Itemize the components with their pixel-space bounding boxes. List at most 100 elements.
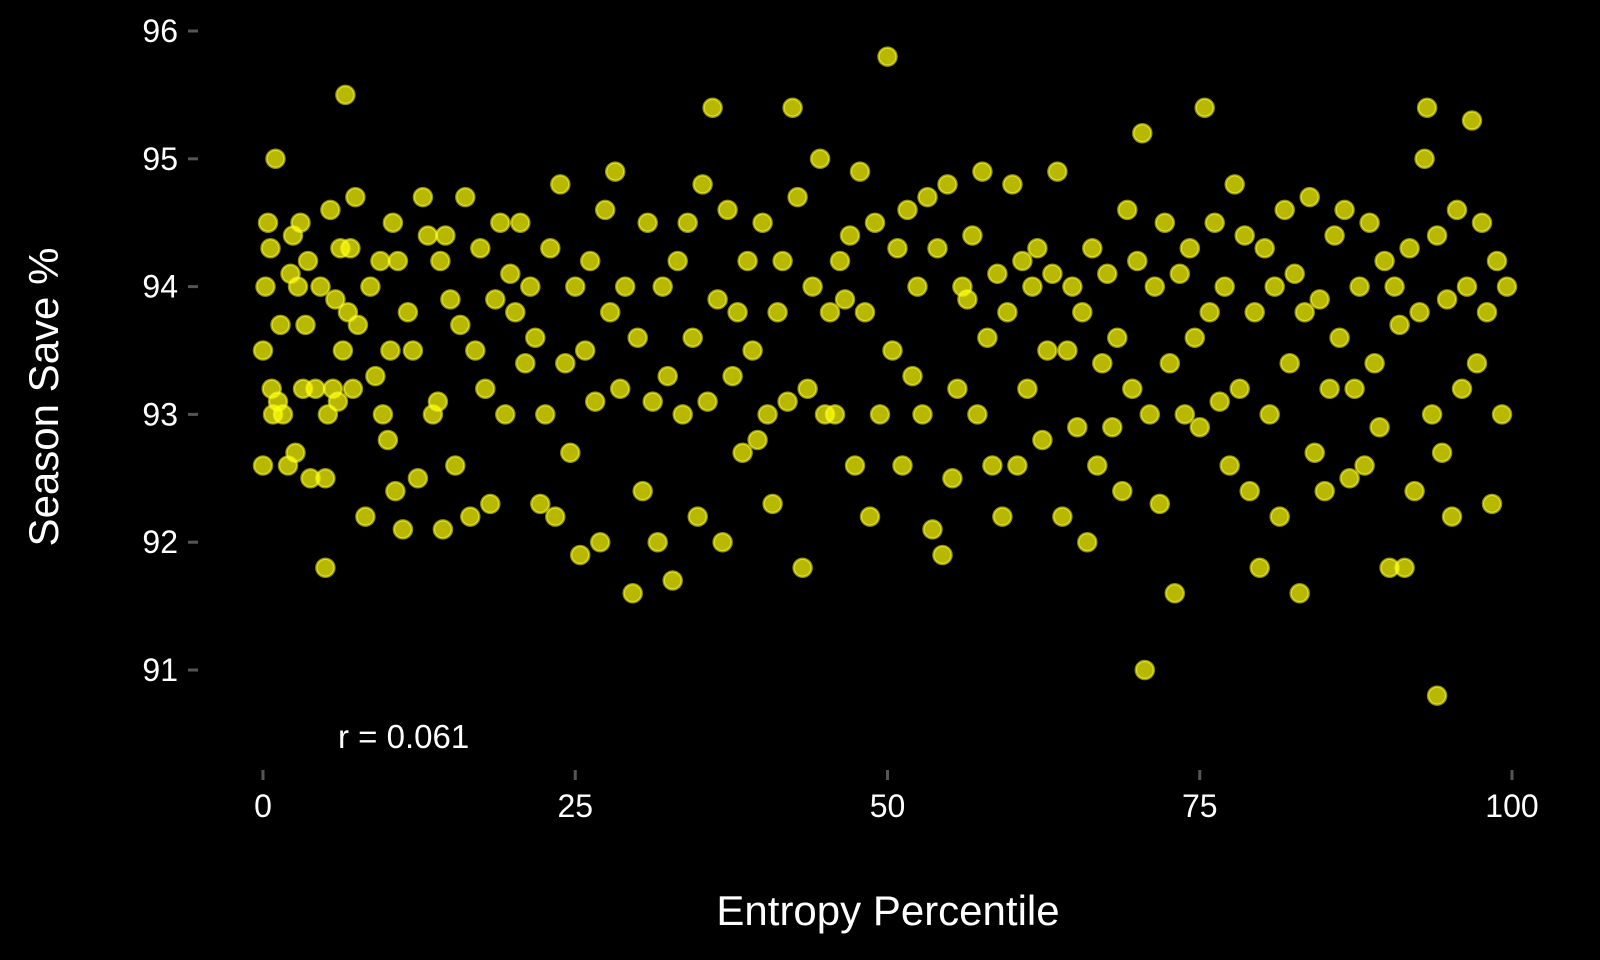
data-point (470, 238, 491, 259)
data-point (864, 212, 886, 233)
data-point (692, 174, 713, 195)
data-point (1047, 161, 1068, 182)
data-point (382, 212, 404, 233)
data-point (589, 531, 611, 553)
data-point (440, 289, 461, 310)
data-point (1414, 148, 1435, 170)
data-point (887, 238, 908, 259)
data-point (1194, 97, 1215, 118)
data-point (1174, 404, 1196, 425)
data-point (335, 84, 356, 106)
data-point (1329, 327, 1350, 348)
data-point (1107, 327, 1128, 348)
data-point (1369, 416, 1390, 438)
data-point (432, 519, 454, 540)
data-point (1209, 391, 1230, 412)
data-point (962, 225, 983, 246)
data-point (1456, 276, 1478, 297)
data-point (902, 365, 923, 387)
data-point (505, 301, 526, 323)
x-tick-label: 50 (870, 788, 906, 824)
data-point (1092, 353, 1113, 374)
data-point (829, 250, 851, 272)
data-point (1219, 455, 1240, 476)
data-point (657, 365, 678, 387)
data-point (1239, 480, 1260, 502)
data-point (927, 238, 948, 259)
data-point (687, 506, 708, 527)
data-point (1224, 174, 1245, 195)
data-point (465, 340, 486, 361)
data-point (1002, 174, 1023, 195)
data-point (1309, 289, 1330, 310)
data-point (1249, 557, 1270, 579)
data-point (647, 531, 668, 553)
data-point (1344, 378, 1365, 400)
correlation-annotation: r = 0.061 (338, 718, 469, 755)
y-tick-label: 96 (142, 13, 178, 49)
data-point (1102, 416, 1123, 438)
data-point (315, 468, 336, 489)
data-point (1359, 212, 1380, 233)
data-point (574, 340, 596, 361)
data-point (1491, 404, 1513, 425)
data-point (569, 544, 591, 566)
data-point (485, 289, 506, 310)
data-point (252, 455, 274, 476)
data-point (1027, 238, 1048, 259)
y-axis: 91 92 93 94 95 96 (142, 13, 198, 688)
data-point (997, 301, 1018, 323)
data-point (285, 442, 306, 463)
data-points (252, 46, 1518, 706)
data-point (535, 404, 556, 425)
data-point (475, 378, 496, 400)
data-point (1244, 301, 1265, 323)
data-point (1007, 455, 1028, 476)
data-point (1274, 199, 1295, 221)
data-point (1476, 301, 1498, 323)
data-point (917, 186, 938, 208)
data-point (967, 404, 988, 425)
y-tick-label: 94 (142, 269, 178, 305)
x-tick-label: 0 (254, 788, 272, 824)
y-tick-label: 92 (142, 524, 178, 560)
data-point (1264, 276, 1285, 297)
data-point (555, 353, 576, 374)
data-point (697, 391, 718, 412)
data-point (1471, 212, 1493, 233)
data-point (932, 544, 953, 566)
data-point (1149, 493, 1171, 515)
data-point (545, 506, 566, 527)
data-point (982, 455, 1003, 476)
data-point (1259, 404, 1280, 425)
data-point (782, 97, 803, 118)
data-point (412, 186, 434, 208)
data-point (342, 378, 364, 400)
data-point (727, 301, 748, 323)
data-point (327, 391, 349, 412)
data-point (637, 212, 658, 233)
data-point (777, 391, 798, 412)
data-point (1364, 353, 1385, 374)
data-point (480, 493, 501, 515)
data-point (1077, 531, 1098, 553)
data-point (722, 365, 743, 387)
data-point (1057, 340, 1078, 361)
data-point (560, 442, 581, 463)
data-point (1441, 506, 1463, 527)
x-tick-label: 100 (1485, 788, 1538, 824)
data-point (937, 174, 958, 195)
data-point (295, 314, 316, 336)
data-point (987, 263, 1008, 285)
data-point (757, 404, 778, 425)
data-point (1349, 276, 1370, 297)
data-point (1486, 250, 1508, 272)
data-point (632, 480, 653, 502)
data-point (1067, 416, 1088, 438)
data-point (1134, 659, 1156, 681)
data-point (1461, 110, 1483, 131)
data-point (717, 199, 738, 221)
data-point (1496, 276, 1518, 297)
data-point (604, 161, 626, 182)
data-point (1269, 506, 1290, 527)
